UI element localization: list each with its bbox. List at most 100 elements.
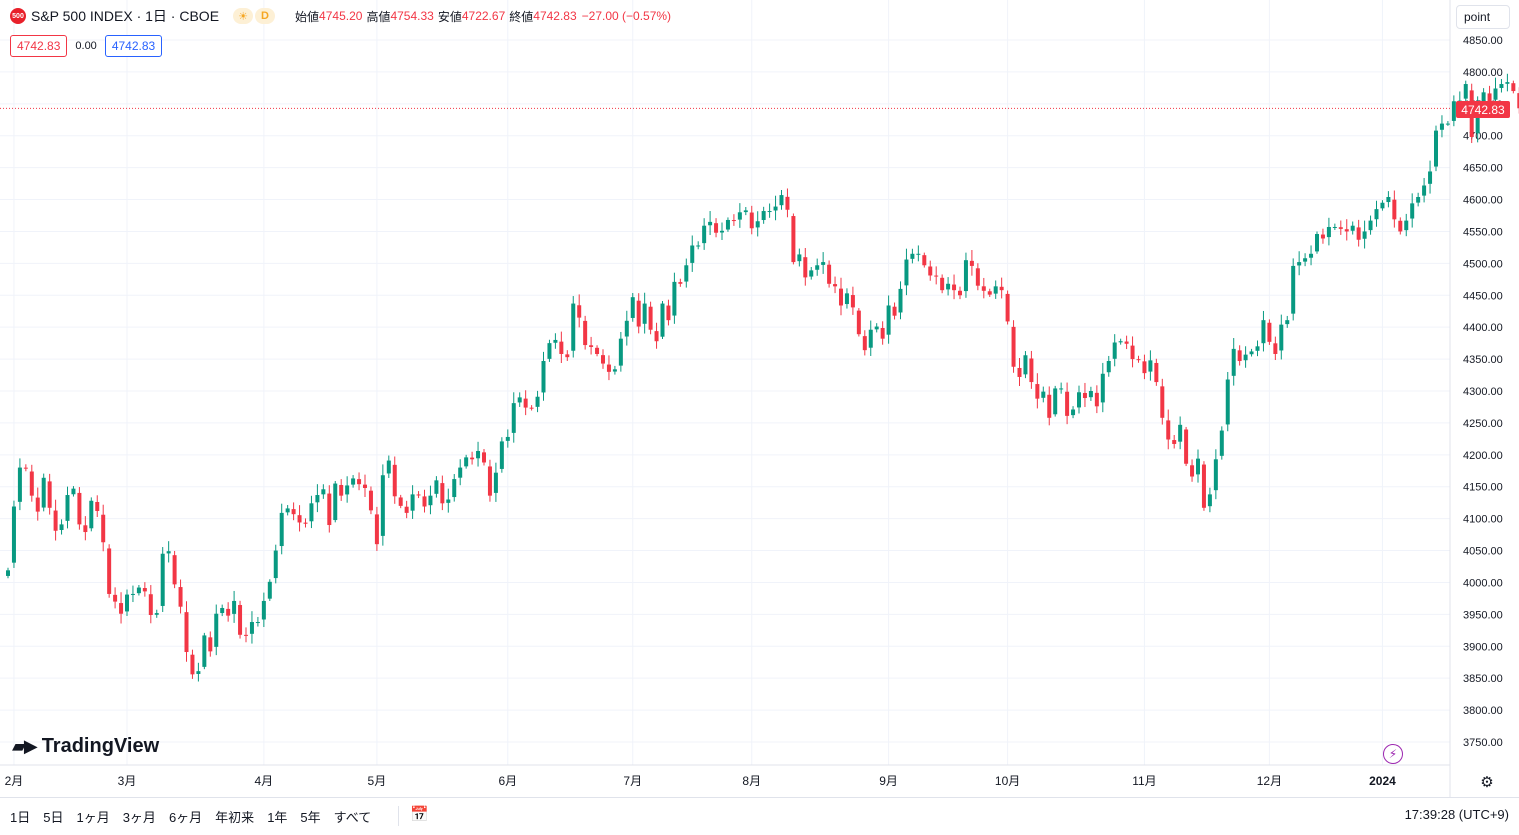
sell-price-pill[interactable]: 4742.83 — [10, 35, 68, 57]
candle-body — [285, 508, 290, 513]
buy-price-pill[interactable]: 4742.83 — [104, 35, 163, 57]
gear-icon[interactable]: ⚙ — [1480, 774, 1494, 791]
candle-body — [1445, 123, 1450, 125]
candle-body — [1196, 458, 1200, 475]
candle-body — [339, 484, 344, 496]
candle-body — [119, 603, 124, 614]
candle-body — [1320, 234, 1325, 239]
candle-body — [553, 339, 558, 343]
candle-body — [1273, 343, 1278, 354]
candle-body — [743, 210, 748, 213]
candle-body — [612, 369, 617, 372]
candle-body — [993, 286, 998, 294]
tradingview-logo[interactable]: ▰▶ TradingView — [12, 735, 159, 758]
candle-body — [1255, 346, 1260, 351]
candle-body — [220, 607, 225, 614]
sun-icon[interactable]: ☀ — [233, 8, 254, 24]
candle-body — [29, 471, 34, 496]
candle-body — [1184, 429, 1189, 464]
lightning-icon[interactable]: ⚡ — [1383, 744, 1403, 764]
y-tick-label: 4100.00 — [1463, 514, 1503, 526]
candle-body — [821, 262, 826, 265]
price-unit-button[interactable]: point — [1456, 5, 1510, 29]
candle-body — [1410, 203, 1415, 219]
candle-body — [1368, 220, 1373, 231]
candle-body — [737, 212, 742, 220]
y-tick-label: 4250.00 — [1463, 418, 1503, 430]
range-1m[interactable]: 1ヶ月 — [76, 810, 110, 825]
candle-body — [1404, 220, 1409, 231]
candle-body — [315, 495, 320, 503]
range-all[interactable]: すべて — [333, 810, 372, 825]
range-6m[interactable]: 6ヶ月 — [168, 810, 203, 825]
range-1y[interactable]: 1年 — [267, 810, 288, 825]
candle-body — [238, 605, 243, 635]
candle-body — [95, 501, 100, 511]
x-tick-label: 2024 — [1369, 774, 1396, 788]
candle-body — [35, 497, 40, 512]
range-1d[interactable]: 1日 — [10, 810, 31, 825]
candle-body — [351, 478, 356, 485]
symbol-title[interactable]: S&P 500 INDEX · 1日 · CBOE — [31, 8, 220, 24]
candle-body — [1374, 209, 1379, 220]
y-tick-label: 4650.00 — [1463, 163, 1503, 175]
candle-body — [458, 467, 463, 478]
candle-body — [130, 593, 135, 595]
candle-body — [404, 506, 409, 513]
y-tick-label: 4050.00 — [1463, 546, 1503, 558]
candle-body — [844, 293, 849, 305]
candle-body — [571, 303, 576, 351]
candle-body — [1481, 92, 1486, 105]
range-5d[interactable]: 5日 — [43, 810, 64, 825]
candle-body — [244, 634, 248, 636]
candle-body — [374, 514, 379, 545]
last-price-tag: 4742.83 — [1456, 101, 1510, 118]
candle-body — [916, 253, 921, 255]
delay-badge[interactable]: D — [255, 8, 276, 24]
candle-body — [166, 551, 171, 554]
range-5y[interactable]: 5年 — [300, 810, 321, 825]
candle-body — [1428, 171, 1433, 184]
candle-body — [1422, 185, 1427, 196]
candle-body — [53, 510, 58, 531]
candle-body — [1106, 361, 1111, 373]
range-3m[interactable]: 3ヶ月 — [122, 810, 156, 825]
symbol-logo[interactable]: 500 — [10, 8, 26, 24]
candle-body — [577, 305, 582, 318]
range-selector: 1日 5日 1ヶ月 3ヶ月 6ヶ月 年初来 1年 5年 すべて — [10, 807, 384, 826]
candle-body — [1136, 359, 1141, 361]
candle-body — [529, 407, 534, 409]
candle-body — [297, 515, 302, 523]
candle-body — [999, 286, 1004, 291]
candle-body — [368, 490, 373, 511]
candle-body — [1148, 360, 1153, 372]
candle-body — [1511, 83, 1516, 92]
candle-body — [47, 481, 52, 508]
range-ytd[interactable]: 年初来 — [215, 810, 255, 825]
candle-body — [606, 364, 611, 372]
candle-body — [416, 494, 421, 496]
candle-body — [226, 608, 231, 616]
candle-body — [702, 225, 707, 244]
clock[interactable]: 17:39:28 (UTC+9) — [1404, 807, 1509, 822]
candle-body — [547, 343, 552, 359]
candle-body — [886, 305, 891, 335]
candle-body — [791, 216, 796, 263]
candle-body — [833, 284, 838, 287]
candle-body — [1326, 226, 1331, 238]
candle-body — [779, 195, 784, 206]
calendar-goto-icon[interactable]: 📅 — [410, 806, 429, 823]
candle-body — [1487, 93, 1492, 102]
candle-body — [154, 613, 159, 615]
candle-body — [517, 397, 522, 403]
candle-body — [1023, 355, 1028, 375]
logo-text: TradingView — [41, 735, 160, 757]
candle-body — [345, 485, 350, 495]
candle-body — [1112, 342, 1117, 359]
candle-body — [1100, 373, 1105, 403]
candle-body — [273, 550, 278, 579]
candle-body — [208, 637, 213, 652]
candle-body — [690, 245, 695, 263]
candle-body — [910, 253, 915, 259]
